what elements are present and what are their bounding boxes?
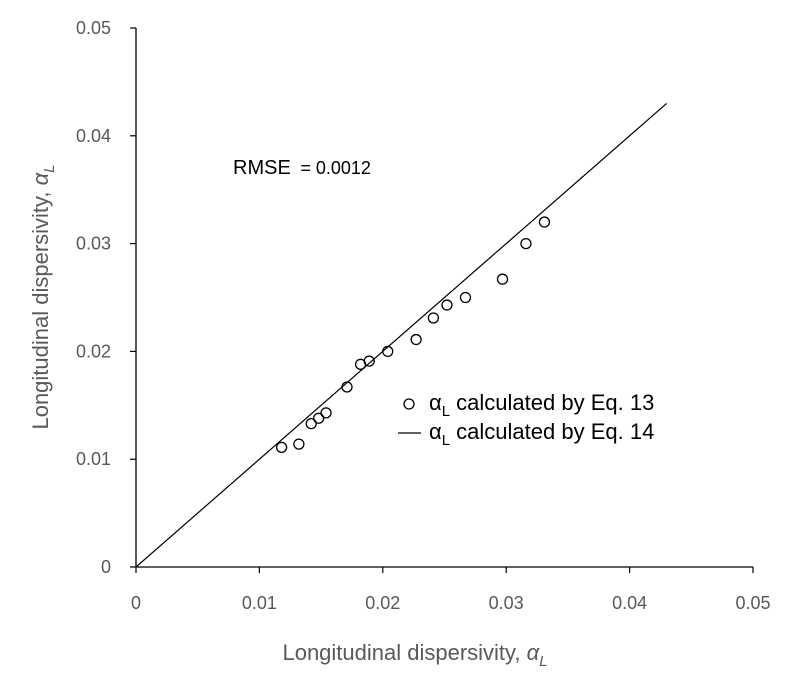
data-point: [459, 291, 472, 304]
legend-entry-2-text: calculated by Eq. 14: [450, 419, 654, 444]
x-axis-title: Longitudinal dispersivity, αL: [282, 640, 547, 670]
data-point: [538, 216, 551, 228]
rmse-annotation: RMSE = 0.0012: [233, 157, 371, 179]
data-point: [363, 355, 375, 367]
data-point: [341, 381, 353, 393]
y-axis-title: Longitudinal dispersivity, αL: [28, 164, 58, 429]
x-tick-label: 0.05: [735, 593, 770, 613]
x-axis-title-text: Longitudinal dispersivity,: [282, 640, 526, 665]
data-point: [496, 273, 509, 285]
data-point: [441, 299, 453, 311]
x-tick-label: 0.01: [242, 593, 277, 613]
data-point: [305, 417, 317, 430]
data-point: [427, 312, 440, 324]
legend-entry-1-text: calculated by Eq. 13: [450, 390, 654, 415]
x-axis-title-sub: L: [539, 653, 547, 670]
fit-line-series: [135, 103, 668, 568]
data-point: [275, 441, 288, 453]
legend-marker-circle: [403, 398, 415, 410]
legend-entry-2-sub: L: [442, 432, 450, 449]
data-point: [312, 412, 325, 424]
data-point: [410, 333, 422, 346]
rmse-value: = 0.0012: [300, 158, 371, 178]
y-axis-title-text: Longitudinal dispersivity,: [28, 185, 53, 429]
fit-line: [135, 103, 668, 568]
legend-entry-2: αL calculated by Eq. 14: [429, 419, 654, 449]
x-tick-label: 0.04: [612, 593, 647, 613]
data-point: [320, 407, 332, 419]
x-tick-label: 0.03: [489, 593, 524, 613]
legend-entry-2-symbol: α: [429, 419, 442, 444]
y-tick-label: 0.01: [76, 449, 111, 469]
y-tick-label: 0.03: [76, 234, 111, 254]
x-axis-title-symbol: α: [527, 640, 541, 665]
legend: αL calculated by Eq. 13 αL calculated by…: [398, 390, 654, 449]
y-tick-label: 0.05: [76, 18, 111, 38]
scatter-series: [275, 216, 551, 453]
data-point: [293, 438, 305, 450]
x-tick-label: 0: [131, 593, 141, 613]
y-tick-label: 0: [101, 557, 111, 577]
y-axis-title-sub: L: [41, 164, 58, 172]
axes: 0 0.01 0.02 0.03 0.04 0.05 0 0.01 0.02 0.03 0.04 0.…: [76, 18, 771, 613]
y-tick-label: 0.02: [76, 341, 111, 361]
x-tick-label: 0.02: [365, 593, 400, 613]
legend-entry-1-symbol: α: [429, 390, 442, 415]
y-tick-label: 0.04: [76, 126, 111, 146]
data-point: [382, 345, 394, 358]
legend-entry-1-sub: L: [442, 403, 450, 420]
legend-entry-1: αL calculated by Eq. 13: [429, 390, 654, 420]
data-point: [520, 237, 532, 250]
y-axis-title-symbol: α: [28, 171, 53, 185]
rmse-label: RMSE: [233, 157, 291, 179]
